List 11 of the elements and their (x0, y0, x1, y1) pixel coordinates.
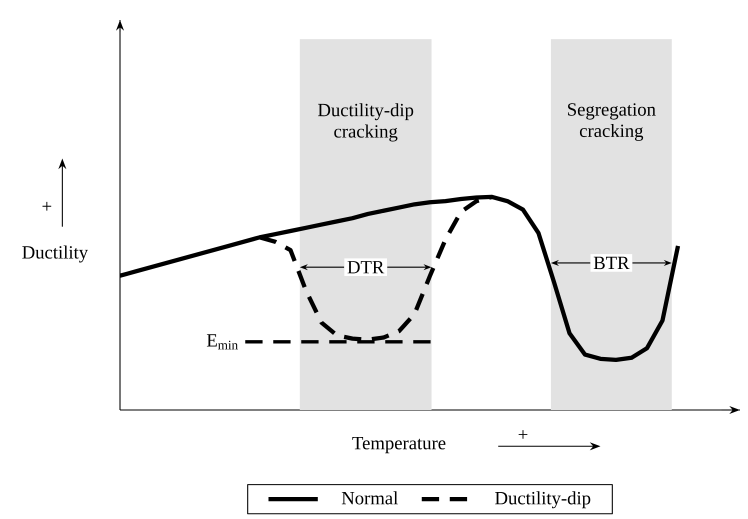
text: + (42, 202, 52, 211)
text: + (518, 430, 528, 439)
legend-label: Ductility-dip (495, 491, 590, 508)
x-axis-title: Temperature (352, 436, 446, 454)
annotation: BTR (594, 256, 630, 270)
annotation: DTR (348, 261, 384, 274)
legend-label: Normal (342, 491, 398, 504)
text: Segregation cracking (568, 103, 656, 141)
y-axis-title: Ductility (22, 246, 88, 262)
text: Ductility-dip cracking (318, 103, 414, 142)
ref-line-label: E$_{min}$ (206, 334, 238, 350)
